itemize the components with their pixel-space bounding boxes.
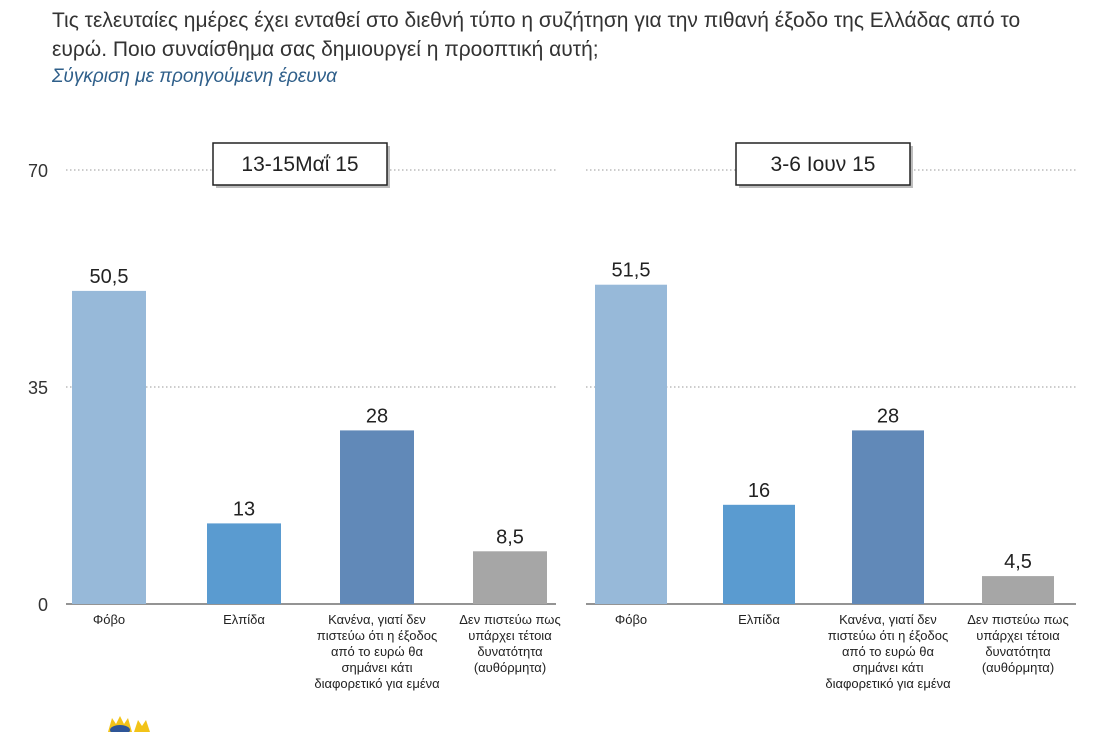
- bar: [723, 504, 795, 604]
- category-label: Κανένα, γιατί δεν πιστεύω ότι η έξοδος α…: [314, 612, 440, 691]
- category-label: Κανένα, γιατί δεν πιστεύω ότι η έξοδος α…: [825, 612, 951, 691]
- y-tick-label: 35: [28, 378, 48, 398]
- survey-question: Τις τελευταίες ημέρες έχει ενταθεί στο δ…: [52, 9, 1021, 61]
- bar: [340, 430, 414, 604]
- panel-title: 3-6 Ιουν 15: [771, 153, 876, 176]
- category-label: Δεν πιστεύω πως υπάρχει τέτοια δυνατότητ…: [967, 612, 1069, 675]
- bar: [473, 551, 547, 604]
- data-label: 4,5: [1004, 551, 1032, 573]
- data-label: 8,5: [496, 526, 524, 548]
- y-tick-label: 0: [38, 595, 48, 615]
- data-label: 51,5: [612, 260, 651, 282]
- category-label: Δεν πιστεύω πως υπάρχει τέτοια δυνατότητ…: [459, 612, 561, 675]
- category-label: Φόβο: [614, 612, 648, 627]
- panel-title-box: [735, 142, 911, 186]
- y-tick-label: 70: [28, 161, 48, 181]
- data-label: 16: [748, 480, 770, 502]
- logo-icon: [108, 716, 150, 732]
- data-label: 50,5: [90, 266, 129, 288]
- comparison-subtitle: Σύγκριση με προηγούμενη έρευνα: [52, 66, 337, 87]
- data-label: 13: [233, 498, 255, 520]
- bar: [595, 284, 667, 604]
- data-label: 28: [877, 405, 899, 427]
- category-label: Φόβο: [92, 612, 126, 627]
- bar: [852, 430, 924, 604]
- bar: [72, 290, 146, 604]
- panel-title: 13-15Μαΐ 15: [241, 153, 358, 176]
- bar: [982, 576, 1054, 604]
- category-label: Ελπίδα: [223, 612, 265, 627]
- data-label: 28: [366, 405, 388, 427]
- category-label: Ελπίδα: [738, 612, 780, 627]
- panel-title-box: [212, 142, 388, 186]
- bar: [207, 523, 281, 604]
